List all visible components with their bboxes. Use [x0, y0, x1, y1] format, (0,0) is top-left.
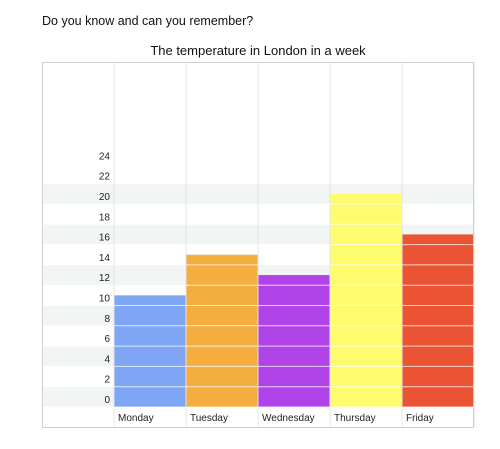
- y-tick-label: 10: [99, 294, 111, 305]
- y-tick-label: 16: [99, 233, 111, 244]
- y-tick-label: 8: [104, 314, 110, 325]
- x-category-label: Friday: [406, 413, 434, 424]
- bar-tuesday: [186, 254, 258, 407]
- chart-frame: [42, 62, 474, 428]
- question-text: Do you know and can you remember?: [42, 14, 254, 28]
- bar-friday: [402, 234, 474, 407]
- x-category-label: Thursday: [334, 413, 376, 424]
- y-tick-label: 22: [99, 172, 111, 183]
- bar-monday: [114, 295, 186, 407]
- y-tick-label: 0: [104, 395, 110, 406]
- y-tick-label: 14: [99, 253, 111, 264]
- bar-thursday: [330, 193, 402, 407]
- y-tick-label: 12: [99, 273, 111, 284]
- y-tick-label: 2: [104, 375, 110, 386]
- y-tick-label: 18: [99, 212, 111, 223]
- x-category-label: Tuesday: [190, 413, 228, 424]
- bar-wednesday: [258, 275, 330, 407]
- x-category-label: Monday: [118, 413, 154, 424]
- y-tick-label: 24: [99, 151, 111, 162]
- y-tick-label: 20: [99, 192, 111, 203]
- chart-title: The temperature in London in a week: [150, 43, 366, 58]
- y-tick-label: 4: [104, 354, 110, 365]
- y-tick-label: 6: [104, 334, 110, 345]
- x-category-label: Wednesday: [262, 413, 315, 424]
